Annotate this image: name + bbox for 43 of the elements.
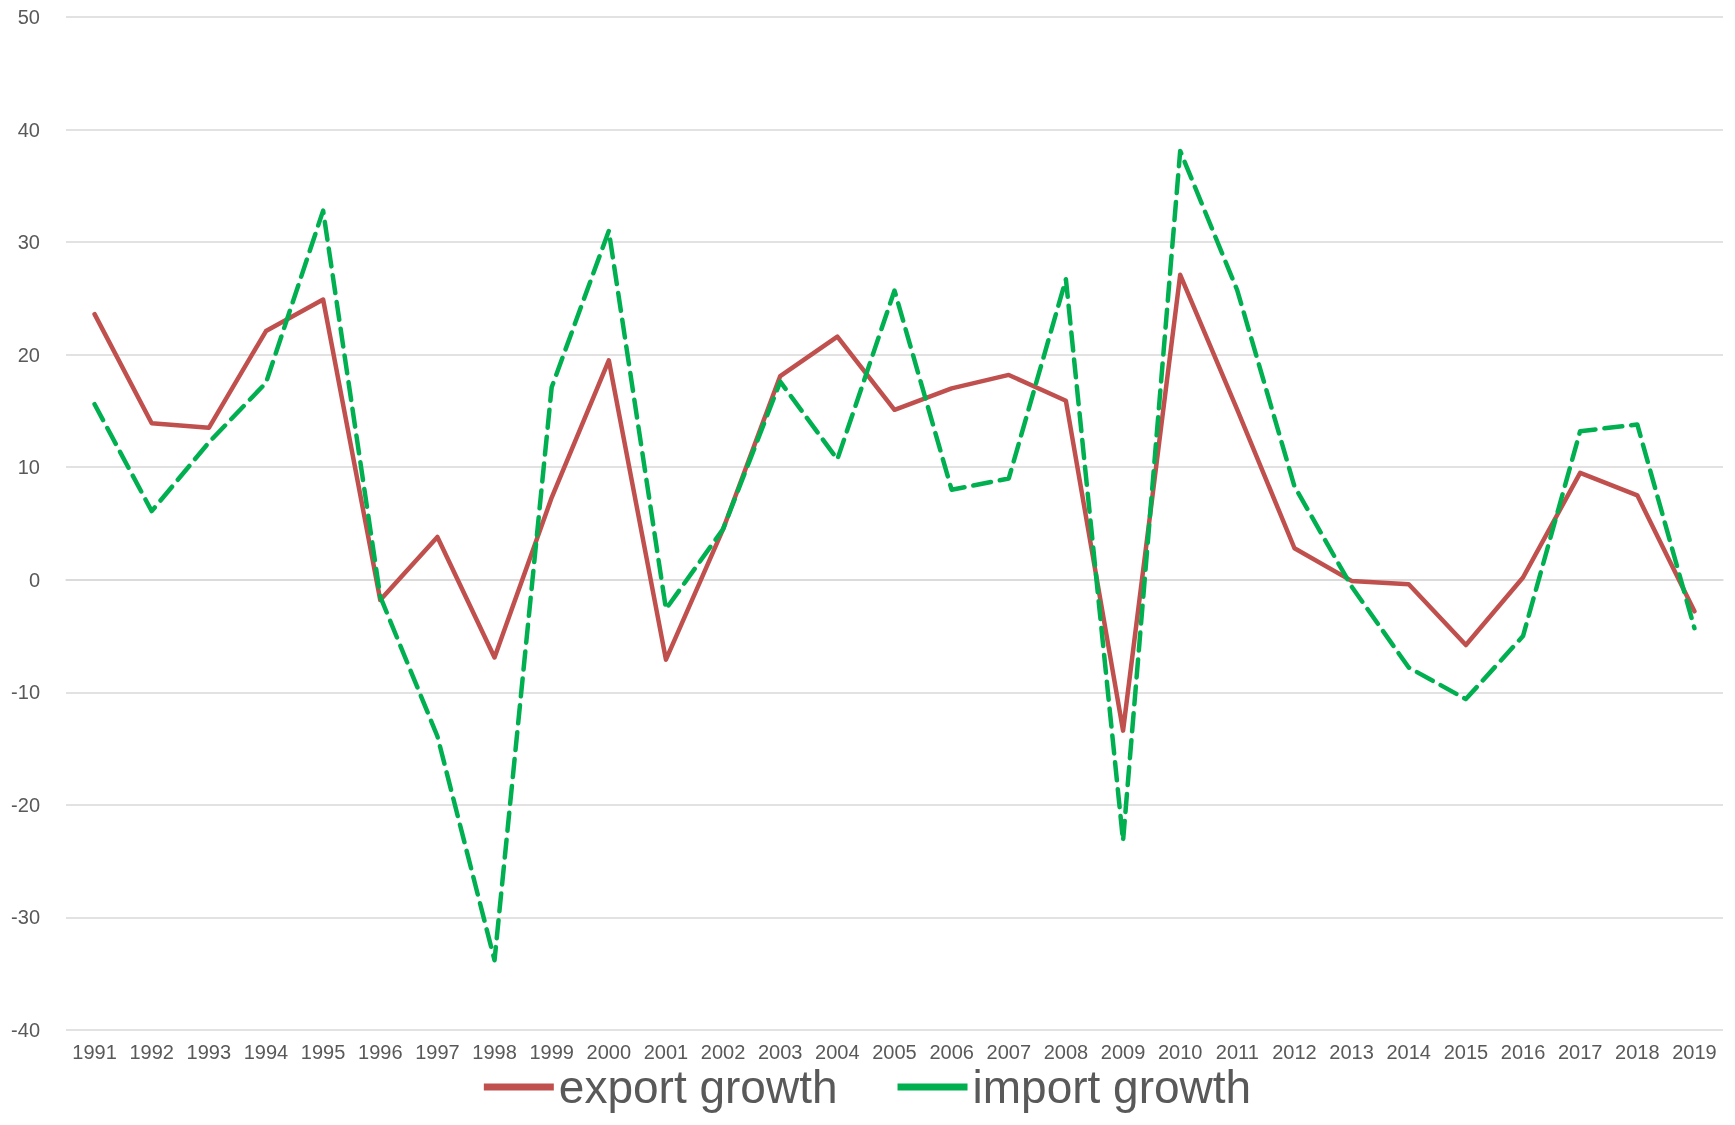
legend-label: import growth xyxy=(972,1061,1252,1113)
x-tick-label: 2015 xyxy=(1443,1041,1489,1063)
line-series xyxy=(92,148,1697,963)
x-tick-label: 1991 xyxy=(72,1041,117,1063)
x-tick-label: 2004 xyxy=(815,1041,860,1063)
x-tick-label: 1998 xyxy=(472,1041,517,1063)
y-tick-label: 30 xyxy=(17,231,40,254)
y-tick-label: 50 xyxy=(17,6,40,28)
y-tick-label: -30 xyxy=(11,906,40,929)
x-tick-label: 2007 xyxy=(986,1041,1032,1063)
x-tick-label: 2000 xyxy=(586,1041,632,1063)
x-tick-label: 1996 xyxy=(358,1041,403,1063)
x-tick-label: 2006 xyxy=(929,1041,974,1063)
x-tick-label: 2016 xyxy=(1500,1041,1546,1063)
x-tick-label: 1995 xyxy=(300,1041,346,1063)
x-tick-label: 1999 xyxy=(529,1041,574,1063)
x-tick-label: 2010 xyxy=(1157,1041,1203,1063)
x-tick-label: 2014 xyxy=(1386,1041,1431,1063)
x-tick-label: 2001 xyxy=(643,1041,689,1063)
x-tick-label: 2011 xyxy=(1215,1041,1259,1063)
x-tick-label: 2017 xyxy=(1557,1041,1603,1063)
y-tick-label: -10 xyxy=(11,681,40,704)
x-tick-label: 2005 xyxy=(872,1041,917,1063)
x-tick-label: 2012 xyxy=(1272,1041,1317,1063)
x-tick-label: 1997 xyxy=(415,1041,460,1063)
legend-label: export growth xyxy=(558,1061,838,1113)
y-tick-label: 40 xyxy=(17,118,40,141)
y-tick-label: 10 xyxy=(17,456,40,479)
y-tick-label: -20 xyxy=(11,793,40,816)
y-tick-label: 20 xyxy=(17,343,40,366)
x-tick-label: 2018 xyxy=(1615,1041,1660,1063)
x-tick-label: 2003 xyxy=(757,1041,803,1063)
x-tick-label: 1992 xyxy=(129,1041,174,1063)
x-tick-label: 1994 xyxy=(243,1041,289,1063)
x-tick-label: 2002 xyxy=(700,1041,746,1063)
y-tick-label: 0 xyxy=(28,568,40,591)
line-series xyxy=(92,272,1697,733)
x-tick-label: 1993 xyxy=(186,1041,232,1063)
x-tick-label: 2008 xyxy=(1043,1041,1089,1063)
y-tick-label: -40 xyxy=(11,1019,40,1041)
x-tick-label: 2009 xyxy=(1100,1041,1146,1063)
x-tick-label: 2013 xyxy=(1329,1041,1374,1063)
x-tick-label: 2019 xyxy=(1672,1041,1717,1063)
